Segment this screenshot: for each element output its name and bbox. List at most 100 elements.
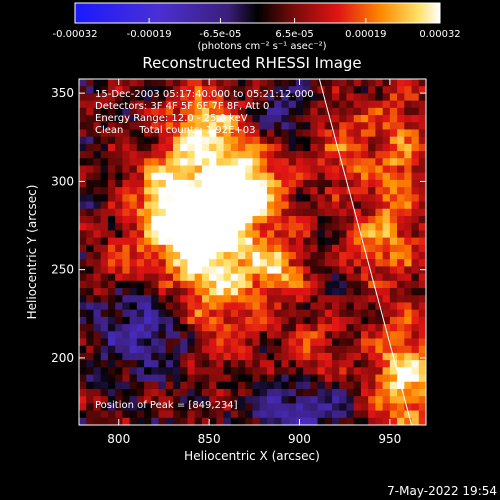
- heatmap-cell: [382, 302, 391, 311]
- heatmap-cell: [86, 266, 95, 275]
- heatmap-cell: [303, 143, 311, 152]
- heatmap-cell: [346, 309, 355, 318]
- heatmap-cell: [194, 367, 203, 376]
- heatmap-cell: [375, 122, 384, 131]
- heatmap-cell: [136, 122, 145, 131]
- heatmap-cell: [346, 417, 355, 425]
- heatmap-cell: [332, 309, 340, 318]
- heatmap-cell: [172, 107, 181, 116]
- heatmap-cell: [324, 223, 333, 231]
- heatmap-cell: [129, 309, 138, 318]
- heatmap-cell: [397, 230, 405, 239]
- heatmap-cell: [144, 417, 152, 425]
- heatmap-cell: [194, 316, 203, 325]
- heatmap-cell: [274, 396, 283, 404]
- heatmap-cell: [389, 151, 398, 159]
- heatmap-cell: [389, 331, 398, 340]
- heatmap-cell: [411, 86, 420, 95]
- heatmap-cell: [107, 367, 116, 376]
- heatmap-cell: [332, 223, 340, 231]
- heatmap-cell: [216, 280, 225, 289]
- heatmap-cell: [79, 417, 87, 425]
- heatmap-cell: [79, 143, 87, 152]
- heatmap-cell: [332, 158, 340, 167]
- heatmap-cell: [100, 187, 109, 195]
- heatmap-cell: [382, 122, 391, 131]
- heatmap-cell: [107, 259, 116, 268]
- heatmap-cell: [93, 280, 102, 289]
- heatmap-cell: [144, 93, 152, 102]
- heatmap-cell: [317, 187, 326, 195]
- heatmap-cell: [129, 374, 138, 383]
- heatmap-cell: [79, 324, 87, 332]
- heatmap-cell: [303, 345, 311, 354]
- heatmap-cell: [93, 122, 102, 131]
- heatmap-cell: [368, 403, 376, 412]
- heatmap-cell: [281, 288, 290, 296]
- heatmap-cell: [201, 309, 210, 318]
- heatmap-cell: [180, 172, 189, 181]
- heatmap-cell: [382, 151, 391, 159]
- heatmap-cell: [100, 201, 109, 210]
- heatmap-cell: [295, 172, 304, 181]
- heatmap-cell: [303, 237, 311, 246]
- heatmap-cell: [115, 122, 123, 131]
- heatmap-cell: [389, 100, 398, 109]
- heatmap-cell: [317, 288, 326, 296]
- heatmap-cell: [245, 136, 254, 145]
- heatmap-cell: [129, 288, 138, 296]
- heatmap-cell: [360, 172, 369, 181]
- heatmap-cell: [201, 381, 210, 390]
- heatmap-cell: [324, 345, 333, 354]
- heatmap-cell: [288, 360, 297, 368]
- heatmap-cell: [144, 352, 152, 361]
- heatmap-cell: [397, 309, 405, 318]
- heatmap-cell: [281, 352, 290, 361]
- heatmap-cell: [252, 143, 261, 152]
- heatmap-cell: [339, 302, 348, 311]
- heatmap-cell: [158, 194, 167, 203]
- heatmap-cell: [187, 302, 196, 311]
- heatmap-cell: [158, 244, 167, 253]
- heatmap-cell: [136, 302, 145, 311]
- heatmap-cell: [144, 201, 152, 210]
- heatmap-cell: [310, 374, 319, 383]
- heatmap-cell: [303, 122, 311, 131]
- heatmap-cell: [339, 215, 348, 224]
- heatmap-cell: [107, 215, 116, 224]
- heatmap-cell: [303, 259, 311, 268]
- heatmap-cell: [115, 136, 123, 145]
- heatmap-cell: [324, 179, 333, 188]
- heatmap-cell: [223, 324, 232, 332]
- heatmap-cell: [165, 316, 174, 325]
- heatmap-cell: [223, 316, 232, 325]
- heatmap-cell: [397, 403, 405, 412]
- heatmap-cell: [136, 172, 145, 181]
- heatmap-cell: [418, 345, 426, 354]
- heatmap-cell: [375, 129, 384, 138]
- heatmap-cell: [245, 288, 254, 296]
- heatmap-cell: [245, 215, 254, 224]
- heatmap-cell: [136, 266, 145, 275]
- heatmap-cell: [180, 129, 189, 138]
- heatmap-cell: [107, 158, 116, 167]
- heatmap-cell: [230, 244, 239, 253]
- heatmap-cell: [223, 143, 232, 152]
- heatmap-cell: [93, 223, 102, 231]
- heatmap-cell: [252, 388, 261, 397]
- heatmap-cell: [187, 86, 196, 95]
- heatmap-cell: [382, 165, 391, 174]
- heatmap-cell: [274, 345, 283, 354]
- heatmap-cell: [209, 417, 217, 425]
- heatmap-cell: [252, 79, 261, 87]
- heatmap-cell: [288, 345, 297, 354]
- heatmap-cell: [79, 129, 87, 138]
- heatmap-cell: [259, 194, 268, 203]
- heatmap-cell: [346, 331, 355, 340]
- heatmap-cell: [266, 324, 275, 332]
- heatmap-cell: [151, 179, 160, 188]
- heatmap-cell: [353, 179, 362, 188]
- heatmap-cell: [310, 360, 319, 368]
- heatmap-cell: [252, 230, 261, 239]
- heatmap-cell: [122, 396, 131, 404]
